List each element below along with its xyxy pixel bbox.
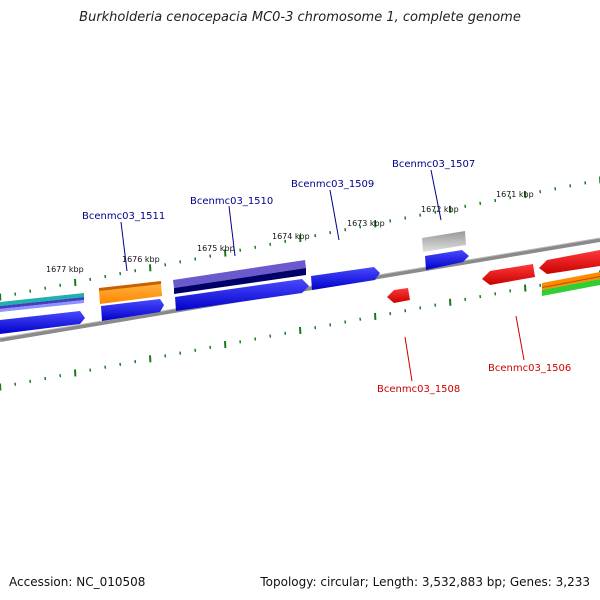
feature-band-group-left <box>0 293 84 312</box>
kbp-label-1673: 1673 kbp <box>347 219 385 228</box>
gene-label-1507: Bcenmc03_1507 <box>392 159 475 170</box>
gene-leader-lines <box>120 169 525 382</box>
inner-ruler-ticks <box>0 270 600 391</box>
gene-arrow-1508 <box>387 288 410 303</box>
kbp-label-1672: 1672 kbp <box>421 205 459 214</box>
gene-arrow-1509 <box>311 267 380 290</box>
gene-arrow-1506 <box>482 264 535 285</box>
gene-arrow-1510 <box>173 260 309 311</box>
accession-text: Accession: NC_010508 <box>9 575 146 589</box>
kbp-label-1676: 1676 kbp <box>122 255 160 264</box>
gene-arrow-left-blue <box>0 311 85 334</box>
gene-arrow-1511 <box>99 281 164 321</box>
genome-stats-text: Topology: circular; Length: 3,532,883 bp… <box>260 575 590 589</box>
gene-label-1506: Bcenmc03_1506 <box>488 363 571 374</box>
kbp-label-1671: 1671 kbp <box>496 190 534 199</box>
kbp-label-1674: 1674 kbp <box>272 232 310 241</box>
map-title: Burkholderia cenocepacia MC0-3 chromosom… <box>79 10 521 25</box>
gene-arrow-1507 <box>422 231 469 270</box>
feature-band-group-right <box>539 250 600 296</box>
gene-label-1509: Bcenmc03_1509 <box>291 179 374 190</box>
outer-ruler-ticks <box>0 176 600 301</box>
kbp-label-1675: 1675 kbp <box>197 244 235 253</box>
gene-label-1511: Bcenmc03_1511 <box>82 211 165 222</box>
kbp-label-1677: 1677 kbp <box>46 265 84 274</box>
gene-label-1510: Bcenmc03_1510 <box>190 196 273 207</box>
gene-label-1508: Bcenmc03_1508 <box>377 384 460 395</box>
